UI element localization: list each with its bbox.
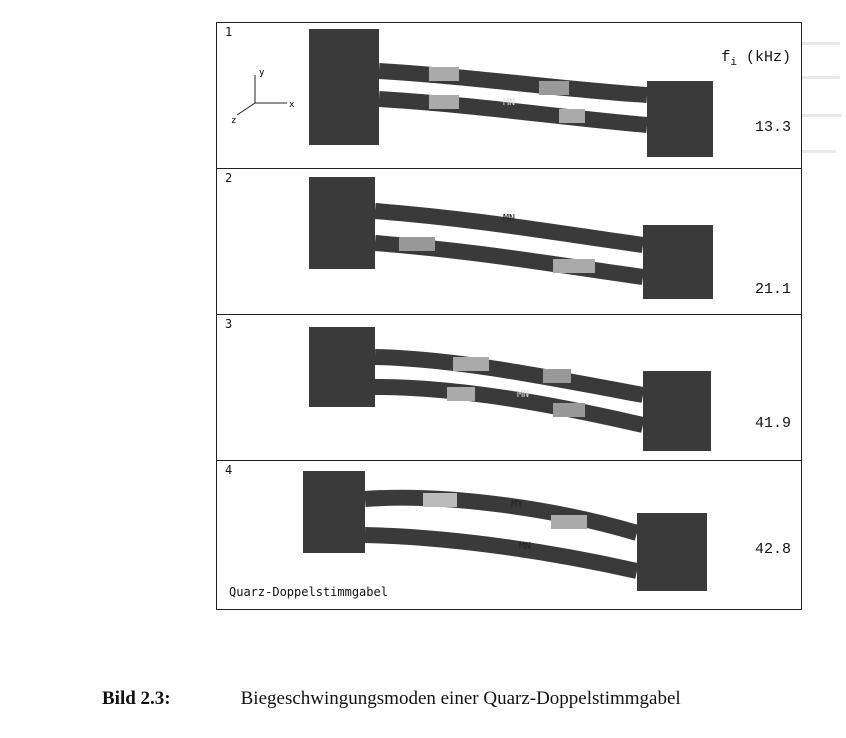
figure-inset-caption: Quarz-Doppelstimmgabel (229, 585, 388, 599)
mode-panel-2: 2 MN 21.1 (217, 169, 801, 315)
figure-caption: Bild 2.3: Biegeschwingungsmoden einer Qua… (102, 688, 681, 710)
panel-number: 2 (225, 171, 233, 185)
mode-shape-1: MN (309, 29, 713, 157)
mode-panel-4: 4 MY MN 42.8 Quarz-Doppelstimmgabel (217, 461, 801, 609)
mode-shape-4: MY MN (303, 471, 707, 591)
panel-number: 3 (225, 317, 233, 331)
axis-label-x: x (289, 100, 295, 110)
mode-label: MN (503, 213, 515, 224)
frequency-header: fi (kHz) (721, 49, 791, 69)
frequency-value: 21.1 (754, 281, 791, 298)
panel-number: 4 (225, 463, 233, 477)
frequency-value: 41.9 (754, 415, 791, 432)
mode-label-secondary: MN (519, 541, 531, 552)
coordinate-axes-icon: y x z (231, 68, 295, 125)
figure-caption-label: Bild 2.3: (102, 688, 171, 709)
mode-panel-3: 3 MN 41.9 (217, 315, 801, 461)
mode-panel-1: 1 y x z fi (kHz) MN 13.3 (217, 23, 801, 169)
figure-caption-text: Biegeschwingungsmoden einer Quarz-Doppel… (240, 688, 681, 709)
mode-label: MY (511, 499, 523, 510)
frequency-value: 13.3 (754, 119, 791, 136)
mode-label: MN (517, 389, 529, 400)
mode-shape-3: MN (309, 327, 711, 451)
figure-tuning-fork-modes: 1 y x z fi (kHz) MN 13.3 2 (216, 22, 802, 610)
axis-label-z: z (231, 116, 236, 125)
mode-shape-2: MN (309, 177, 713, 299)
frequency-value: 42.8 (754, 541, 791, 558)
panel-number: 1 (225, 25, 233, 39)
axis-label-y: y (259, 68, 265, 78)
mode-label: MN (503, 97, 515, 108)
